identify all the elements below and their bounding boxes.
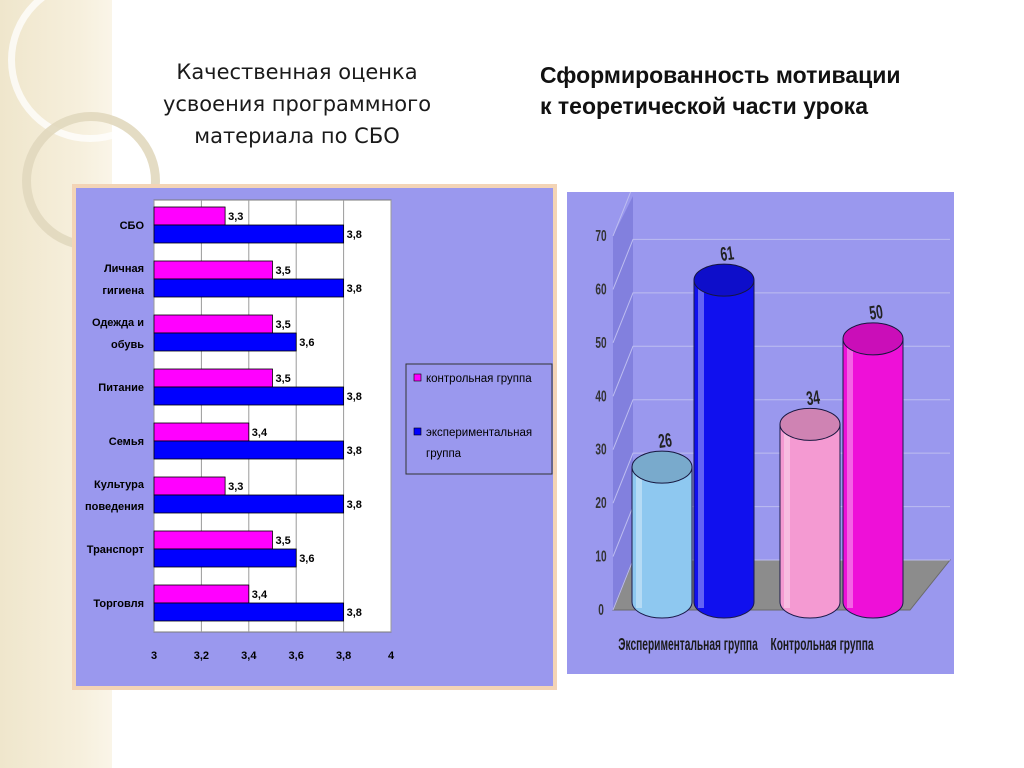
bar-value-label: 3,8 [347,445,362,457]
category-label: Питание [98,382,144,394]
cylinder-body [693,279,755,619]
title-left-line: Качественная оценка [176,60,418,84]
bar-value-label: 3,5 [276,373,291,385]
bar-value-label: 3,8 [347,499,362,511]
cylinder-body [779,423,841,619]
bar-value-label: 3,8 [347,229,362,241]
bar [153,422,250,442]
x-category-label: Контрольная группа [770,635,874,655]
bar-value-label: 3,6 [299,337,314,349]
cylinder-top [631,450,693,484]
bar [153,260,273,280]
bar-value-label: 3,3 [228,211,243,223]
cylinder-bar [779,407,841,619]
cylinder-chart-frame: 0 10 20 30 40 50 60 70 26 61 34 50 Экспериментальная… [567,185,954,674]
title-left-line: материала по СБО [194,124,400,148]
category-label: Личная [104,263,144,275]
bar-value-label: 34 [805,387,821,410]
bar [153,494,345,514]
cylinder-body [842,338,904,619]
legend-label: группа [426,448,462,460]
y-tick-label: 20 [595,494,606,512]
category-label: Транспорт [87,544,145,556]
gridline [612,292,950,344]
bar-value-label: 3,5 [276,535,291,547]
x-category-label: Экспериментальная группа [618,635,758,655]
title-right-line: к теоретической части урока [540,93,868,119]
bar-value-label: 50 [868,301,884,324]
bar [153,368,273,388]
bar [153,314,273,334]
legend-swatch [413,373,422,382]
bar-value-label: 3,4 [252,427,268,439]
bar [153,386,345,406]
title-left-line: усвоения программного [162,92,432,116]
cylinder-bar [631,450,693,619]
bar-chart-frame: 3 3,2 3,4 3,6 3,8 4 3,3 3,8 СБО 3,5 3,8 Личная гигие… [72,184,557,690]
category-label: СБО [120,220,145,232]
category-label: Культура [94,479,145,491]
title-right-line: Сформированность мотивации [540,62,901,88]
legend-swatch [413,427,422,436]
gridline [612,238,950,290]
category-label: Одежда и [92,317,144,329]
cylinder-top [779,407,841,441]
bar [153,332,297,352]
x-tick-label: 4 [388,650,395,662]
bar-value-label: 61 [719,242,735,265]
x-tick-label: 3,2 [194,650,209,662]
cylinder-bar-chart: 0 10 20 30 40 50 60 70 26 61 34 50 Экспериментальная… [595,185,952,655]
category-label: Семья [109,436,144,448]
x-tick-label: 3,4 [241,650,257,662]
category-label: поведения [85,501,144,513]
legend-label: экспериментальная [426,427,532,439]
bar [153,584,250,604]
bar [153,440,345,460]
bar [153,530,273,550]
x-tick-label: 3,6 [289,650,304,662]
cylinder-top [842,322,904,356]
bar-value-label: 3,8 [347,283,362,295]
cylinder-bar [842,322,904,619]
legend-label: контрольная группа [426,373,532,385]
y-tick-label: 10 [595,547,606,565]
cylinder-bar [693,263,755,619]
bar-value-label: 3,8 [347,391,362,403]
horizontal-bar-chart: 3 3,2 3,4 3,6 3,8 4 3,3 3,8 СБО 3,5 3,8 Личная гигие… [85,199,553,662]
category-label: гигиена [102,285,144,297]
slide-title-right: Сформированность мотивации к теоретическ… [540,60,1010,122]
legend [405,363,553,475]
bar-value-label: 3,3 [228,481,243,493]
bar-value-label: 3,4 [252,589,268,601]
y-tick-label: 30 [595,441,606,459]
bar-value-label: 3,5 [276,319,291,331]
bar [153,224,345,244]
y-tick-label: 40 [595,387,606,405]
bar-value-label: 3,8 [347,607,362,619]
y-tick-label: 50 [595,334,606,352]
bar [153,476,226,496]
bar-value-label: 3,6 [299,553,314,565]
bar [153,602,345,622]
category-label: обувь [111,339,144,351]
side-wall [613,196,633,610]
bar-value-label: 3,5 [276,265,291,277]
category-label: Торговля [93,598,144,610]
bar-value-label: 26 [657,429,673,452]
cylinder-top [693,263,755,297]
y-tick-label: 0 [598,601,604,619]
bar [153,278,345,298]
y-tick-label: 70 [595,227,606,245]
slide-title-left: Качественная оценка усвоения программног… [132,56,462,152]
y-tick-label: 60 [595,280,606,298]
x-tick-label: 3 [151,650,157,662]
cylinder-body [631,466,693,619]
bar-chart-panel: 3 3,2 3,4 3,6 3,8 4 3,3 3,8 СБО 3,5 3,8 Личная гигие… [76,188,553,686]
bar [153,548,297,568]
x-tick-label: 3,8 [336,650,351,662]
bar [153,206,226,226]
